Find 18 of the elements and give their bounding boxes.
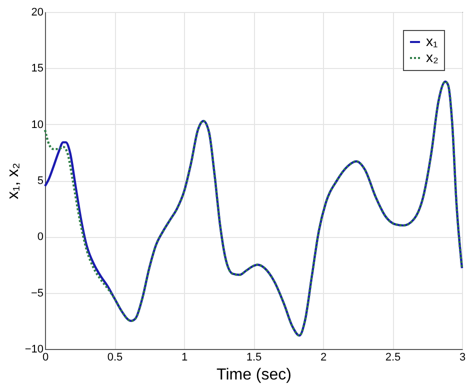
x-axis-title: Time (sec) [216, 366, 292, 384]
x-tick-label: 1 [181, 352, 188, 364]
y-tick-label: 10 [31, 118, 44, 131]
x-tick-label: 2 [320, 352, 327, 364]
y-tick-label: 0 [37, 231, 44, 244]
x-tick-label: 1.5 [246, 352, 262, 364]
y-tick-label: 5 [37, 175, 44, 187]
line-series [44, 80, 464, 337]
y-axis-title: x₁, x₂ [4, 162, 22, 200]
legend-label: x₂ [426, 49, 438, 65]
y-tick-label: 20 [31, 6, 44, 18]
x-tick-label: 0.5 [107, 352, 123, 364]
y-tick-label: −10 [24, 344, 44, 356]
y-tick-label: −5 [30, 287, 44, 300]
y-tick-label: 15 [31, 62, 44, 75]
x-tick-label: 2.5 [385, 352, 401, 364]
x-tick-label: 3 [459, 352, 466, 364]
legend-label: x₁ [426, 33, 438, 49]
